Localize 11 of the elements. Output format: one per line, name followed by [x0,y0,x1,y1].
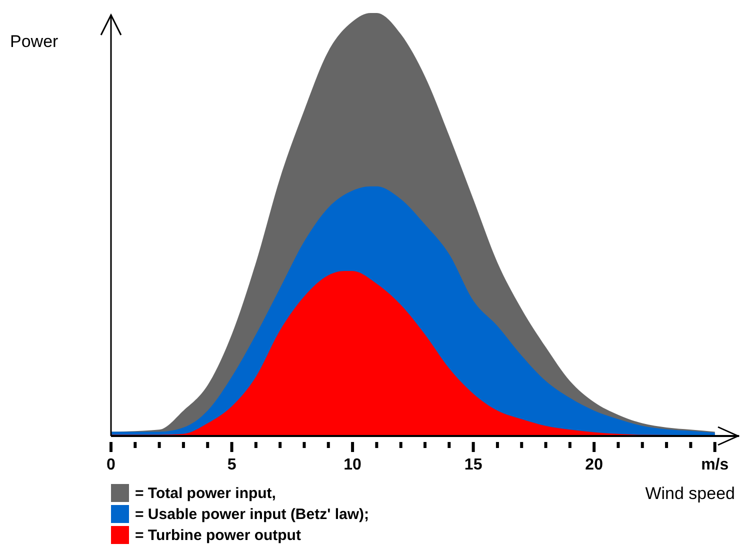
x-tick-label: 10 [344,456,362,474]
x-tick-label: m/s [701,456,729,474]
legend-label: = Total power input, [135,485,276,502]
legend-label: = Turbine power output [135,527,301,544]
x-axis-title: Wind speed [645,484,735,503]
x-tick-label: 0 [106,456,116,474]
x-tick-label: 5 [227,456,236,474]
x-tick-label: 20 [585,456,604,474]
x-tick-label: 15 [464,456,482,474]
legend-label: = Usable power input (Betz' law); [135,506,370,523]
y-axis-title: Power [10,32,59,51]
